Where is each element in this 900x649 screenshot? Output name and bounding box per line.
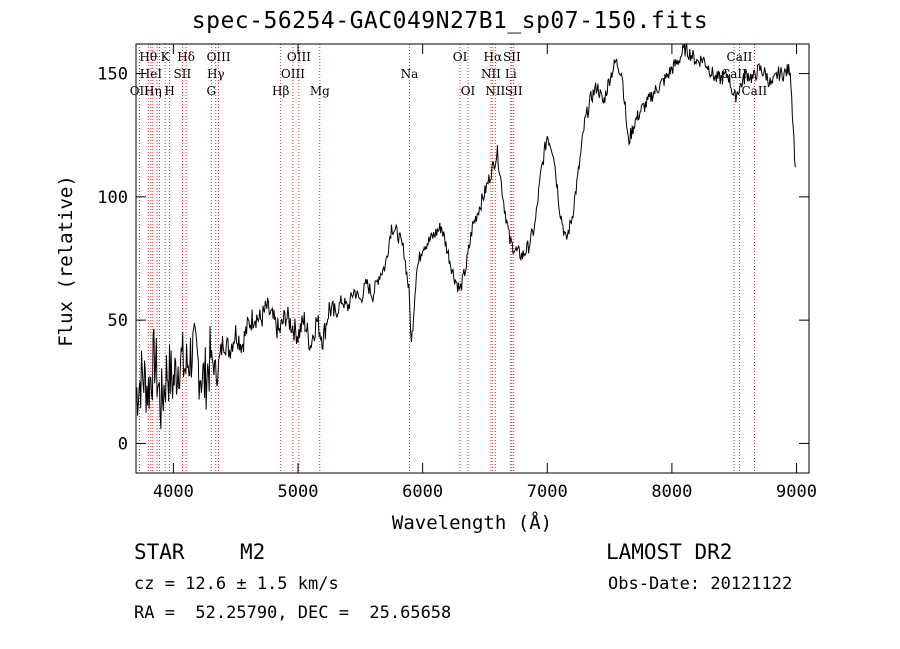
x-tick-label: 4000 bbox=[153, 482, 194, 502]
line-marker-label: Hγ bbox=[207, 67, 225, 81]
line-marker-label: OI bbox=[453, 50, 468, 64]
line-marker-label: OIII bbox=[207, 50, 231, 64]
spectrum-line bbox=[135, 42, 796, 430]
line-marker-label: SII bbox=[505, 84, 523, 98]
line-marker-label: SII bbox=[174, 67, 192, 81]
line-marker-label: G bbox=[206, 84, 216, 98]
line-marker-label: CaII bbox=[727, 50, 753, 64]
line-marker-label: Hα bbox=[484, 50, 503, 64]
subclass: M2 bbox=[240, 540, 266, 564]
line-marker-label: Na bbox=[401, 67, 419, 81]
line-marker-label: HeI bbox=[140, 67, 163, 81]
x-tick-label: 5000 bbox=[278, 482, 319, 502]
obs-date: Obs-Date: 20121122 bbox=[608, 574, 793, 594]
line-marker-label: NII bbox=[485, 84, 505, 98]
y-tick-label: 100 bbox=[97, 188, 128, 208]
y-axis-label: Flux (relative) bbox=[55, 175, 77, 347]
line-markers bbox=[138, 44, 755, 473]
line-marker-label: Hθ bbox=[139, 50, 157, 64]
line-marker-label: SII bbox=[503, 50, 521, 64]
x-tick-label: 8000 bbox=[651, 482, 692, 502]
line-marker-label: Hδ bbox=[177, 50, 195, 64]
line-marker-label: OIII bbox=[281, 67, 305, 81]
x-axis-label: Wavelength (Å) bbox=[392, 511, 552, 534]
x-axis-ticks: 4000 5000 6000 7000 8000 9000 bbox=[153, 44, 817, 502]
line-marker-label: K bbox=[161, 50, 171, 64]
y-tick-label: 50 bbox=[108, 311, 128, 331]
line-marker-label: Li bbox=[505, 67, 517, 81]
line-marker-label: Hη bbox=[144, 84, 162, 98]
line-marker-label: CaII bbox=[721, 67, 747, 81]
y-tick-label: 0 bbox=[118, 434, 128, 454]
object-type: STAR bbox=[134, 540, 185, 564]
line-marker-label: OIII bbox=[287, 50, 311, 64]
line-marker-label: OII bbox=[130, 84, 150, 98]
line-marker-label: H bbox=[164, 84, 174, 98]
chart-title: spec-56254-GAC049N27B1_sp07-150.fits bbox=[191, 8, 709, 34]
redshift-velocity: cz = 12.6 ± 1.5 km/s bbox=[134, 574, 339, 594]
line-marker-label: Hβ bbox=[272, 84, 289, 98]
line-marker-label: NII bbox=[481, 67, 501, 81]
line-marker-labels: OIIHθHeIHηKHSIIHδGHγOIIIHβOIIIOIIIMgNaOI… bbox=[130, 50, 768, 98]
plot-frame bbox=[135, 43, 810, 474]
survey-name: LAMOST DR2 bbox=[606, 540, 733, 564]
y-axis-ticks: 0 50 100 150 bbox=[97, 65, 809, 454]
y-tick-label: 150 bbox=[97, 65, 128, 85]
line-marker-label: Mg bbox=[310, 84, 330, 98]
x-tick-label: 7000 bbox=[527, 482, 568, 502]
x-tick-label: 9000 bbox=[776, 482, 817, 502]
line-marker-label: OI bbox=[461, 84, 476, 98]
x-tick-label: 6000 bbox=[402, 482, 443, 502]
line-marker-label: CaII bbox=[741, 84, 767, 98]
coordinates: RA = 52.25790, DEC = 25.65658 bbox=[134, 603, 452, 623]
